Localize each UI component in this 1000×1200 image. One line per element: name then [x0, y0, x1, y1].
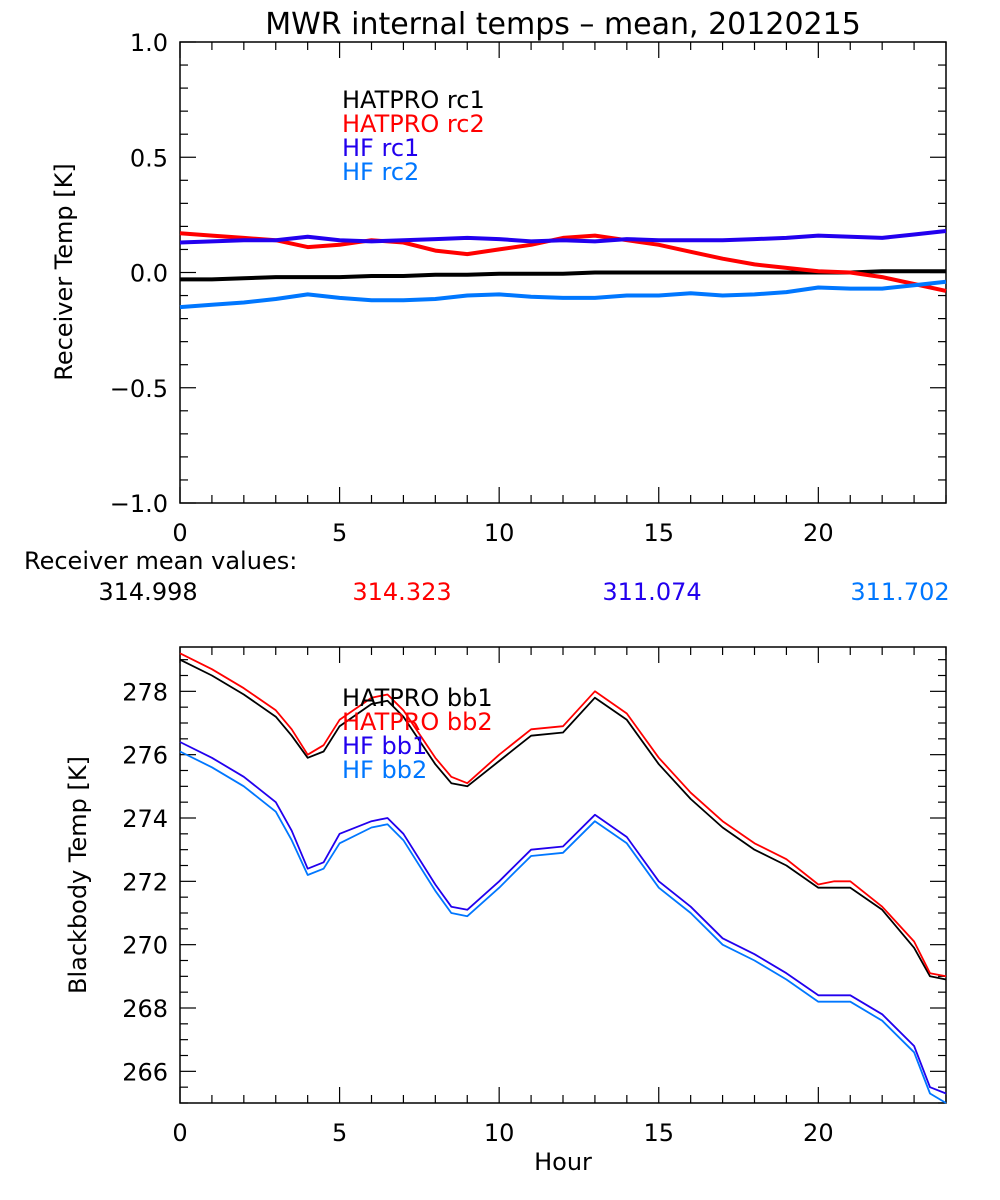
legend-entry: HATPRO bb1	[342, 684, 493, 712]
legend-entry: HATPRO rc1	[342, 86, 485, 114]
legend-entry: HF rc2	[342, 158, 419, 186]
legend-entry: HF bb2	[342, 756, 427, 784]
axis-ticks	[179, 41, 947, 504]
x-tick-label: 5	[332, 1119, 347, 1147]
legend-entry: HF rc1	[342, 134, 419, 162]
y-tick-label: 278	[122, 678, 168, 706]
series-line-hatpro-bb1	[179, 658, 947, 981]
y-tick-labels: 1.0 0.5 0.0 −0.5 −1.0	[110, 29, 168, 518]
legend-entry: HF bb1	[342, 732, 427, 760]
series-line-hf-bb1	[179, 741, 947, 1095]
receiver-mean-hf-rc1: 311.074	[602, 578, 701, 606]
y-axis-label: Blackbody Temp [K]	[64, 756, 92, 994]
x-tick-label: 0	[172, 519, 187, 547]
plot-frame	[179, 646, 947, 1104]
x-tick-label: 20	[803, 1119, 834, 1147]
legend-entry: HATPRO rc2	[342, 110, 485, 138]
y-tick-label: 276	[122, 742, 168, 770]
receiver-mean-hf-rc2: 311.702	[850, 578, 949, 606]
x-tick-labels: 0 5 10 15 20	[172, 1119, 833, 1147]
series-line-hatpro-bb2	[179, 652, 947, 978]
x-tick-label: 15	[643, 519, 674, 547]
y-tick-label: 1.0	[130, 29, 168, 57]
y-tick-label: −0.5	[110, 375, 168, 403]
legend-entry: HATPRO bb2	[342, 708, 493, 736]
receiver-means-label: Receiver mean values:	[24, 547, 297, 575]
series-line-hf-rc2	[179, 279, 947, 310]
series-line-hf-bb2	[179, 750, 947, 1104]
y-tick-label: −1.0	[110, 490, 168, 518]
x-tick-label: 0	[172, 1119, 187, 1147]
y-tick-label: 274	[122, 805, 168, 833]
y-tick-label: 0.5	[130, 144, 168, 172]
y-tick-label: 270	[122, 932, 168, 960]
chart-title: MWR internal temps – mean, 20120215	[265, 7, 861, 42]
series-line-hf-rc1	[179, 229, 947, 245]
x-axis-label: Hour	[534, 1148, 592, 1176]
receiver-mean-hatpro-rc1: 314.998	[98, 578, 197, 606]
series-line-hatpro-rc2	[179, 231, 947, 293]
receiver-mean-hatpro-rc2: 314.323	[352, 578, 451, 606]
receiver-temp-plot: 0 5 10 15 20 1.0 0.5 0.0 −0.5 −1.0 Receiver Temp…	[50, 29, 947, 547]
x-tick-label: 15	[643, 1119, 674, 1147]
y-tick-label: 272	[122, 868, 168, 896]
series-lines	[179, 229, 947, 310]
blackbody-temp-plot: 0 5 10 15 20 278 276 274 272 270 268 266 Blackbody…	[64, 646, 947, 1176]
x-tick-labels: 0 5 10 15 20	[172, 519, 833, 547]
x-tick-label: 20	[803, 519, 834, 547]
y-tick-label: 266	[122, 1058, 168, 1086]
y-tick-label: 0.0	[130, 260, 168, 288]
y-tick-label: 268	[122, 995, 168, 1023]
axis-ticks	[179, 647, 947, 1104]
x-tick-label: 5	[332, 519, 347, 547]
x-tick-label: 10	[484, 519, 515, 547]
y-axis-label: Receiver Temp [K]	[50, 163, 78, 381]
series-lines	[179, 652, 947, 1104]
x-tick-label: 10	[484, 1119, 515, 1147]
y-tick-labels: 278 276 274 272 270 268 266	[122, 678, 168, 1086]
